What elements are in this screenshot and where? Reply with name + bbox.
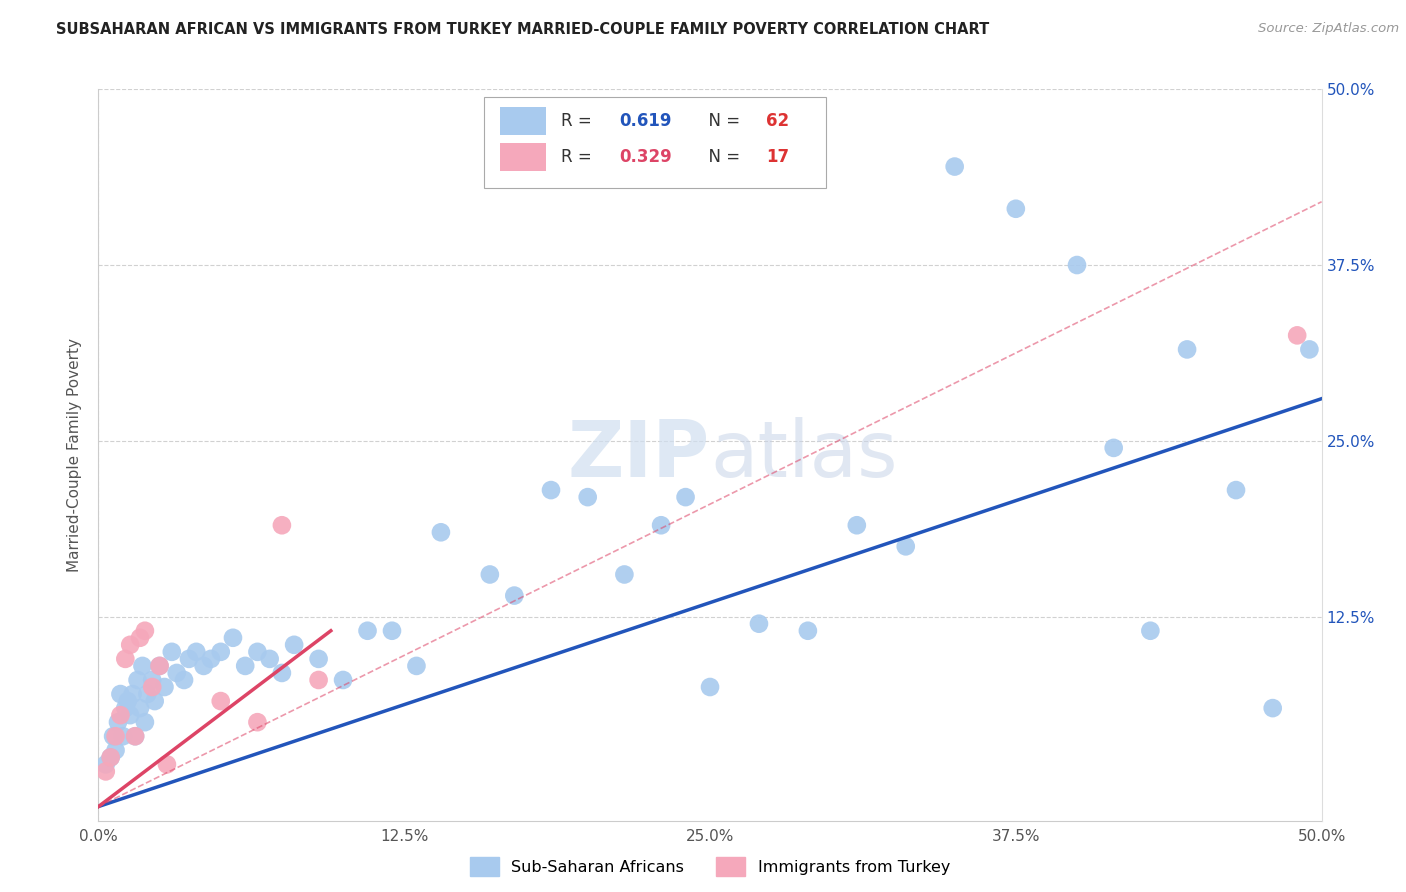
Point xyxy=(120,708,142,723)
Point xyxy=(209,694,232,708)
Point xyxy=(107,715,129,730)
Point xyxy=(283,638,305,652)
Point xyxy=(332,673,354,687)
Point xyxy=(1261,701,1284,715)
Point xyxy=(127,673,149,687)
Text: Source: ZipAtlas.com: Source: ZipAtlas.com xyxy=(1258,22,1399,36)
Text: ZIP: ZIP xyxy=(568,417,710,493)
Point xyxy=(246,645,269,659)
Point xyxy=(943,160,966,174)
Point xyxy=(270,518,294,533)
Point xyxy=(124,729,146,743)
Point xyxy=(233,659,256,673)
Point xyxy=(111,729,134,743)
Point xyxy=(797,624,820,638)
Point xyxy=(114,701,136,715)
Point xyxy=(156,757,179,772)
Text: 17: 17 xyxy=(766,148,789,166)
Point xyxy=(104,729,127,743)
Y-axis label: Married-Couple Family Poverty: Married-Couple Family Poverty xyxy=(67,338,83,572)
Point xyxy=(153,680,176,694)
Point xyxy=(356,624,378,638)
Point xyxy=(94,764,117,779)
Point xyxy=(166,665,188,680)
Text: 0.329: 0.329 xyxy=(620,148,672,166)
Point xyxy=(101,729,124,743)
Point xyxy=(1225,483,1247,497)
FancyBboxPatch shape xyxy=(484,96,827,188)
Point xyxy=(110,687,132,701)
Point xyxy=(121,687,143,701)
Point xyxy=(1286,328,1309,343)
Point xyxy=(129,701,152,715)
Point xyxy=(143,694,166,708)
Point xyxy=(1004,202,1026,216)
Point xyxy=(430,525,453,540)
Point xyxy=(381,624,404,638)
Point xyxy=(222,631,245,645)
Point xyxy=(186,645,208,659)
Point xyxy=(136,687,159,701)
Legend: Sub-Saharan Africans, Immigrants from Turkey: Sub-Saharan Africans, Immigrants from Tu… xyxy=(464,851,956,882)
Point xyxy=(114,652,136,666)
Point xyxy=(117,694,139,708)
Point xyxy=(845,518,868,533)
Text: atlas: atlas xyxy=(710,417,897,493)
Point xyxy=(576,490,599,504)
Text: N =: N = xyxy=(697,112,745,129)
Text: R =: R = xyxy=(561,112,596,129)
Point xyxy=(120,638,142,652)
Point xyxy=(149,659,172,673)
Point xyxy=(699,680,721,694)
Point xyxy=(1066,258,1088,272)
Point xyxy=(613,567,636,582)
Point xyxy=(894,539,917,553)
Text: R =: R = xyxy=(561,148,596,166)
Point xyxy=(110,708,132,723)
Point xyxy=(1298,343,1320,357)
Point xyxy=(308,673,330,687)
Point xyxy=(1139,624,1161,638)
Point xyxy=(405,659,427,673)
Point xyxy=(100,750,122,764)
Point xyxy=(193,659,215,673)
Point xyxy=(1102,441,1125,455)
Point xyxy=(141,673,163,687)
Point xyxy=(748,616,770,631)
Point xyxy=(160,645,183,659)
Point xyxy=(100,750,122,764)
Point xyxy=(200,652,222,666)
Point xyxy=(173,673,195,687)
Point xyxy=(177,652,200,666)
Point xyxy=(94,757,117,772)
FancyBboxPatch shape xyxy=(499,144,546,171)
Point xyxy=(478,567,501,582)
Point xyxy=(259,652,281,666)
Text: 0.619: 0.619 xyxy=(620,112,672,129)
Point xyxy=(209,645,232,659)
Point xyxy=(503,589,526,603)
Point xyxy=(1175,343,1198,357)
Text: N =: N = xyxy=(697,148,745,166)
Point xyxy=(124,729,146,743)
Point xyxy=(675,490,697,504)
Point xyxy=(246,715,269,730)
Point xyxy=(134,624,156,638)
Text: 62: 62 xyxy=(766,112,789,129)
Point xyxy=(131,659,153,673)
Point xyxy=(650,518,672,533)
Point xyxy=(540,483,562,497)
Point xyxy=(270,665,294,680)
Point xyxy=(149,659,172,673)
Point xyxy=(104,743,127,757)
Point xyxy=(308,652,330,666)
Text: SUBSAHARAN AFRICAN VS IMMIGRANTS FROM TURKEY MARRIED-COUPLE FAMILY POVERTY CORRE: SUBSAHARAN AFRICAN VS IMMIGRANTS FROM TU… xyxy=(56,22,990,37)
Point xyxy=(129,631,152,645)
Point xyxy=(134,715,156,730)
Point xyxy=(141,680,163,694)
FancyBboxPatch shape xyxy=(499,107,546,135)
